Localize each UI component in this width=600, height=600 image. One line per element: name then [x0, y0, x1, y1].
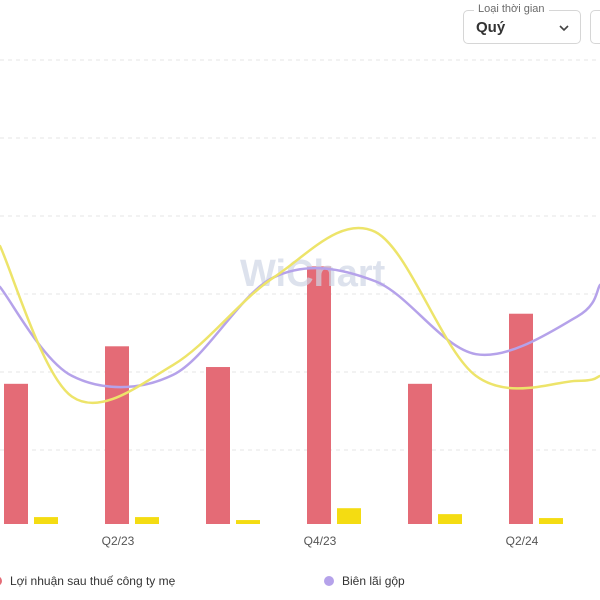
bar-profit-Q1-24	[408, 383, 432, 524]
bar-profit-Q3-23	[206, 367, 230, 524]
bar-secondary-Q2-23	[135, 517, 159, 524]
legend-label-gross-margin: Biên lãi gộp	[342, 574, 405, 588]
line-secondary	[0, 226, 600, 405]
line-gross-margin	[0, 266, 600, 389]
legend-item-gross-margin[interactable]: Biên lãi gộp	[324, 574, 405, 588]
secondary-select[interactable]	[590, 10, 600, 44]
bar-secondary-Q3-23	[236, 520, 260, 524]
period-type-select[interactable]: Quý	[463, 10, 581, 44]
legend-label-profit: Lợi nhuận sau thuế công ty mẹ	[10, 574, 176, 588]
bar-profit-Q4-23	[307, 266, 331, 524]
period-type-label: Loại thời gian	[474, 3, 549, 15]
x-tick-Q4-23: Q4/23	[304, 534, 337, 548]
period-type-value: Quý	[476, 19, 506, 36]
legend-item-profit[interactable]: Lợi nhuận sau thuế công ty mẹ	[0, 574, 175, 588]
bar-profit-Q2-23	[105, 346, 129, 524]
chevron-down-icon	[558, 21, 570, 39]
bar-secondary-Q1-23	[34, 517, 58, 524]
legend-swatch-profit	[0, 576, 2, 586]
bar-secondary-Q1-24	[438, 514, 462, 524]
watermark: WiChart	[240, 253, 386, 295]
x-tick-Q2-24: Q2/24	[506, 534, 539, 548]
bar-secondary-Q4-23	[337, 508, 361, 524]
legend-swatch-gross-margin	[324, 576, 334, 586]
x-tick-Q2-23: Q2/23	[102, 534, 135, 548]
bar-secondary-Q2-24	[539, 518, 563, 524]
bar-profit-Q1-23	[4, 383, 28, 524]
